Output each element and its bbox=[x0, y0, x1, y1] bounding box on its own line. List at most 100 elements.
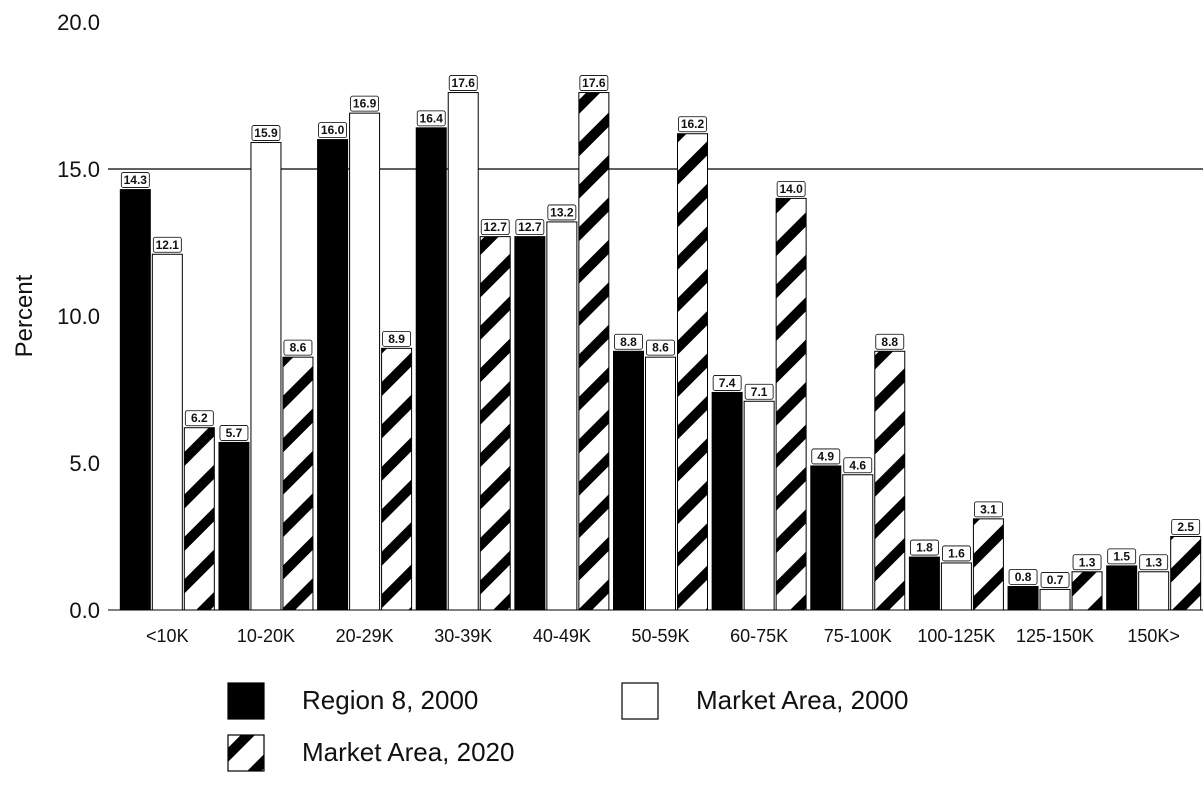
bar-solid bbox=[711, 391, 743, 611]
data-label-box bbox=[350, 95, 379, 112]
data-label-box bbox=[382, 330, 411, 347]
data-label: 14.3 bbox=[124, 173, 148, 187]
data-label: 16.0 bbox=[321, 123, 345, 137]
data-label: 5.7 bbox=[226, 426, 243, 440]
x-tick-label: 125-150K bbox=[1016, 626, 1094, 646]
bar-hollow bbox=[1039, 588, 1071, 611]
bar-solid bbox=[613, 350, 644, 611]
data-labels: 14.3 5.7 16.0 16.4 12.7 8.8 7.4 4.9 1.8 0.8 1.5 12.… bbox=[120, 75, 1201, 588]
data-label: 1.8 bbox=[916, 541, 933, 555]
x-tick-label: 40-49K bbox=[533, 626, 591, 646]
x-tick-label: 10-20K bbox=[237, 626, 295, 646]
data-label: 4.6 bbox=[849, 458, 866, 472]
legend: Region 8, 2000 Market Area, 2000 Market Ar… bbox=[227, 682, 908, 772]
bar-solid bbox=[218, 441, 250, 611]
bar-diagonal-stripes bbox=[1170, 536, 1202, 611]
legend-swatch bbox=[621, 682, 659, 720]
data-label: 16.4 bbox=[420, 111, 444, 125]
data-label: 7.4 bbox=[719, 376, 736, 390]
data-label: 8.6 bbox=[652, 341, 669, 355]
data-label: 7.1 bbox=[751, 385, 768, 399]
data-label: 1.5 bbox=[1113, 549, 1130, 563]
data-label-box bbox=[579, 75, 609, 91]
data-label: 14.0 bbox=[779, 182, 803, 196]
bar-hollow bbox=[940, 562, 972, 611]
bar-hollow bbox=[546, 221, 578, 611]
bar-diagonal-stripes bbox=[677, 133, 708, 611]
data-label: 0.7 bbox=[1047, 573, 1064, 587]
legend-label: Market Area, 2020 bbox=[302, 737, 514, 767]
data-label: 6.2 bbox=[191, 411, 208, 425]
data-label: 17.6 bbox=[452, 76, 476, 90]
y-tick-label: 10.0 bbox=[57, 304, 100, 329]
bar-solid bbox=[317, 139, 349, 611]
data-label-box bbox=[910, 539, 939, 556]
data-label-box bbox=[843, 457, 873, 474]
data-label: 3.1 bbox=[980, 502, 997, 516]
data-label-box bbox=[480, 219, 510, 236]
data-label-box bbox=[251, 125, 281, 141]
data-label-box bbox=[318, 122, 347, 138]
data-label: 0.8 bbox=[1015, 570, 1032, 584]
data-label-box bbox=[1072, 554, 1102, 571]
data-label-box bbox=[416, 110, 446, 127]
data-label-box bbox=[120, 172, 150, 188]
data-label-box bbox=[646, 339, 675, 356]
data-label-box bbox=[744, 383, 774, 400]
legend-swatch bbox=[227, 682, 265, 720]
legend-swatch bbox=[227, 734, 265, 772]
data-label: 4.9 bbox=[817, 449, 834, 463]
data-label: 17.6 bbox=[582, 76, 606, 90]
y-tick-label: 15.0 bbox=[57, 157, 100, 182]
data-label-box bbox=[283, 339, 313, 356]
bar-solid bbox=[810, 465, 842, 611]
bar-solid bbox=[1106, 565, 1138, 611]
bar-diagonal-stripes bbox=[972, 518, 1004, 611]
data-label: 8.8 bbox=[881, 335, 898, 349]
x-tick-label: 30-39K bbox=[434, 626, 492, 646]
data-label: 8.8 bbox=[620, 335, 637, 349]
data-label-box bbox=[712, 375, 742, 391]
data-label-box bbox=[776, 180, 806, 197]
bar-solid bbox=[119, 189, 151, 611]
bar-solid bbox=[1007, 585, 1039, 611]
bar-hollow bbox=[151, 253, 183, 611]
bar-diagonal-stripes bbox=[282, 356, 314, 611]
x-tick-label: 150K> bbox=[1127, 626, 1180, 646]
data-label: 15.9 bbox=[254, 126, 278, 140]
data-label-box bbox=[1139, 554, 1169, 571]
data-label-box bbox=[1107, 548, 1137, 565]
data-label-box bbox=[515, 219, 545, 236]
x-tick-label: 20-29K bbox=[336, 626, 394, 646]
x-tick-label: <10K bbox=[146, 626, 189, 646]
data-label-box bbox=[1008, 569, 1038, 585]
data-label-box bbox=[1040, 572, 1070, 588]
y-axis-label: Percent bbox=[11, 274, 38, 357]
data-label: 12.1 bbox=[156, 238, 180, 252]
x-tick-label: 100-125K bbox=[917, 626, 995, 646]
bar-diagonal-stripes bbox=[381, 347, 413, 611]
x-tick-label: 75-100K bbox=[824, 626, 892, 646]
data-label: 16.9 bbox=[353, 97, 377, 111]
data-label-box bbox=[678, 116, 707, 133]
data-label-box bbox=[1171, 519, 1201, 535]
x-tick-label: 60-75K bbox=[730, 626, 788, 646]
data-label-box bbox=[184, 410, 214, 427]
y-tick-label: 20.0 bbox=[57, 10, 100, 35]
legend-label: Market Area, 2000 bbox=[696, 685, 908, 715]
bar-diagonal-stripes bbox=[1071, 571, 1103, 611]
y-tick-label: 0.0 bbox=[69, 598, 100, 623]
bar-hollow bbox=[250, 142, 282, 611]
data-label: 12.7 bbox=[518, 220, 542, 234]
data-label: 1.6 bbox=[948, 546, 965, 560]
bar-solid bbox=[514, 236, 546, 611]
data-label: 16.2 bbox=[681, 117, 705, 131]
data-label-box bbox=[448, 75, 478, 91]
data-label-box bbox=[547, 204, 577, 221]
bar-hollow bbox=[447, 92, 479, 611]
data-label-box bbox=[614, 333, 643, 350]
y-tick-label: 5.0 bbox=[69, 451, 100, 476]
bar-diagonal-stripes bbox=[479, 236, 511, 611]
data-label-box bbox=[974, 501, 1003, 518]
